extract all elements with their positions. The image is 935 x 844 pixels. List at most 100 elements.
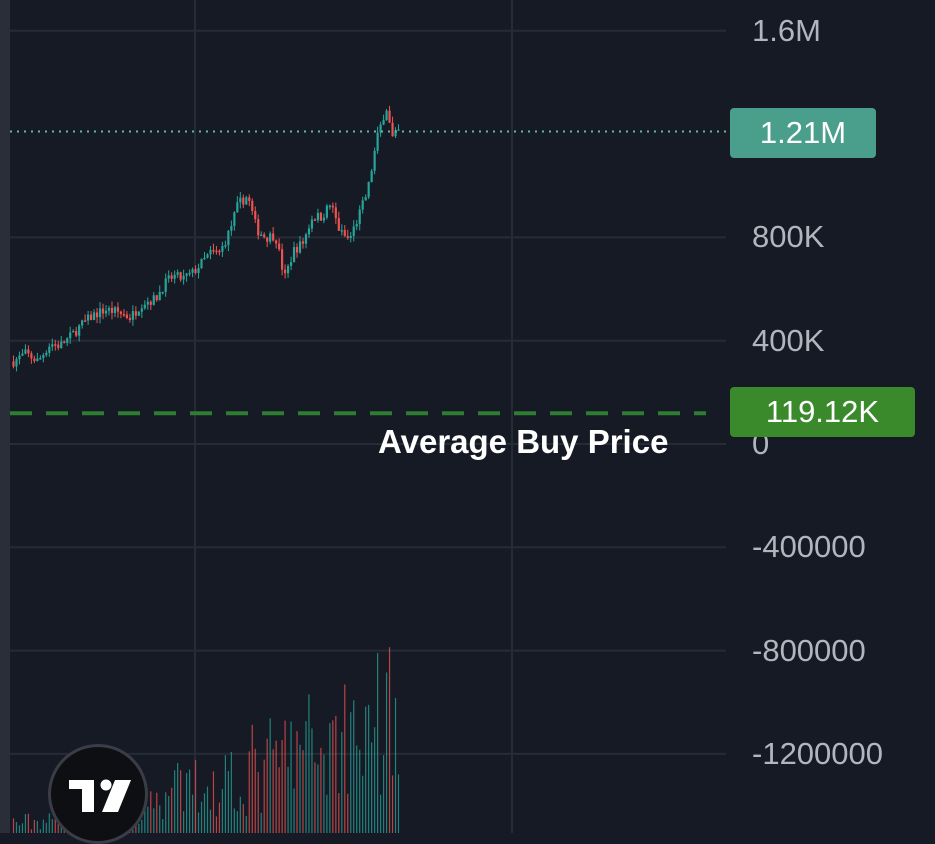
candle-body-108 (334, 207, 337, 219)
candle-body-109 (337, 218, 340, 231)
volume-bar-102 (317, 764, 319, 833)
volume-bar-13 (51, 819, 53, 833)
candle-body-79 (248, 197, 251, 201)
candle-body-88 (275, 240, 278, 244)
volume-bar-125 (385, 672, 388, 833)
tradingview-logo-icon[interactable] (48, 744, 148, 844)
volume-bar-75 (236, 811, 238, 833)
volume-bar-81 (254, 748, 256, 833)
volume-bar-69 (218, 802, 221, 833)
candle-body-61 (194, 269, 197, 273)
candle-body-54 (173, 274, 176, 279)
volume-bar-108 (335, 715, 337, 833)
candle-body-102 (316, 212, 320, 221)
candle-body-56 (179, 272, 182, 280)
candle-body-104 (322, 217, 325, 221)
candle-body-48 (155, 295, 158, 301)
volume-bar-8 (36, 820, 38, 833)
current-price-badge: 1.21M (730, 108, 876, 158)
volume-bar-129 (397, 774, 400, 833)
candle-body-85 (266, 237, 269, 242)
volume-bar-110 (341, 732, 343, 833)
candle-body-60 (191, 269, 194, 273)
candle-body-37 (122, 313, 126, 316)
candle-body-3 (21, 353, 24, 356)
volume-bar-94 (293, 788, 295, 833)
volume-bar-1 (15, 822, 18, 833)
volume-bar-98 (305, 721, 307, 833)
volume-bar-14 (54, 816, 56, 833)
candle-body-70 (221, 245, 224, 252)
grid-lines (10, 0, 726, 833)
volume-bar-72 (227, 771, 229, 833)
candle-body-100 (310, 219, 314, 229)
volume-bar-73 (230, 751, 232, 833)
candle-body-64 (203, 257, 206, 260)
volume-bar-128 (394, 698, 397, 833)
candle-body-86 (269, 233, 272, 242)
y-tick-label-2: 400K (752, 322, 825, 358)
volume-bar-70 (221, 789, 224, 833)
candle-body-71 (224, 245, 227, 247)
candle-body-35 (116, 307, 120, 312)
candle-body-62 (197, 268, 200, 273)
candle-body-18 (66, 338, 69, 344)
candle-body-93 (289, 262, 293, 266)
candle-body-114 (352, 226, 355, 236)
average-buy-price-annotation: Average Buy Price (378, 423, 669, 460)
candle-body-42 (137, 311, 140, 316)
volume-bar-64 (203, 793, 206, 833)
candle-body-16 (60, 341, 63, 349)
volume-bar-100 (311, 728, 313, 833)
candle-body-81 (254, 211, 257, 220)
candle-body-12 (48, 346, 51, 353)
candle-body-49 (158, 291, 161, 301)
candle-body-41 (134, 311, 137, 316)
y-tick-label-1: 800K (752, 219, 825, 255)
candle-body-17 (63, 341, 66, 344)
volume-bar-78 (245, 816, 247, 833)
volume-bar-66 (209, 809, 212, 833)
candle-body-76 (239, 197, 242, 203)
candle-body-112 (346, 235, 349, 238)
volume-bar-9 (39, 829, 41, 833)
candle-body-113 (349, 235, 352, 238)
volume-bar-126 (388, 647, 391, 833)
candle-body-116 (358, 209, 361, 225)
volume-bar-87 (272, 749, 274, 833)
candle-body-106 (328, 205, 331, 208)
volume-bar-106 (329, 723, 331, 833)
candle-body-58 (185, 273, 188, 276)
volume-bar-59 (188, 769, 191, 833)
volume-bar-103 (320, 747, 322, 833)
candle-body-128 (394, 130, 397, 137)
candle-body-69 (218, 250, 221, 253)
candle-body-92 (286, 265, 290, 274)
volume-bar-86 (269, 718, 271, 833)
volume-bar-61 (194, 760, 197, 833)
volume-bar-42 (138, 823, 140, 833)
candle-body-63 (200, 258, 203, 269)
volume-bar-43 (141, 819, 143, 833)
volume-bar-107 (332, 720, 334, 833)
candle-body-45 (146, 301, 149, 305)
volume-bar-7 (33, 820, 35, 833)
volume-bar-74 (233, 808, 235, 833)
average-buy-price-badge: 119.12K (730, 387, 915, 437)
candle-body-13 (51, 344, 54, 347)
volume-bar-77 (242, 804, 244, 833)
candle-body-52 (167, 275, 170, 279)
volume-bar-54 (174, 770, 176, 833)
candle-body-4 (24, 349, 27, 354)
volume-bar-68 (215, 816, 218, 833)
candle-body-26 (90, 314, 93, 320)
candle-body-53 (170, 275, 173, 279)
candle-body-75 (236, 202, 239, 213)
volume-bar-55 (177, 762, 179, 833)
candle-body-73 (230, 226, 233, 231)
volume-bar-83 (260, 812, 262, 833)
volume-bar-71 (224, 755, 226, 833)
volume-bar-16 (60, 825, 62, 833)
candle-body-39 (128, 318, 131, 320)
